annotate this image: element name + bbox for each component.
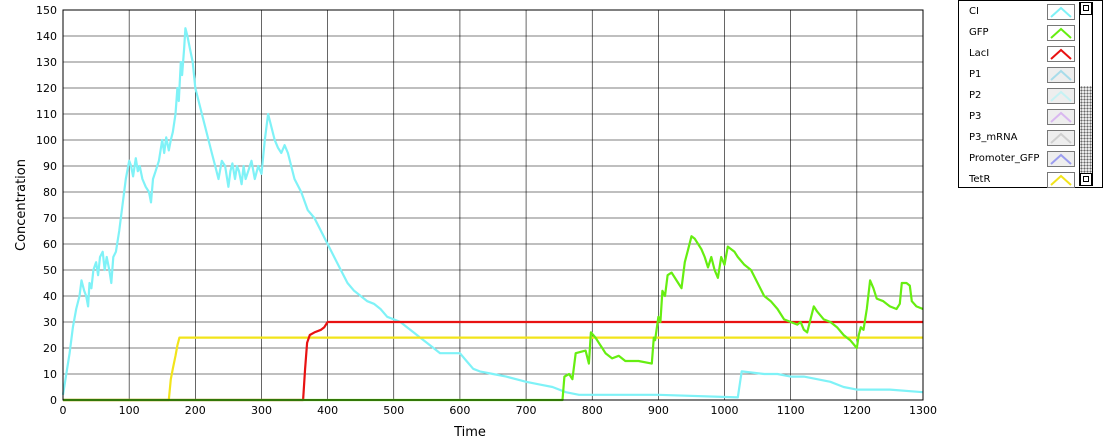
- x-tick-label: 1000: [711, 404, 739, 417]
- x-tick-label: 1100: [777, 404, 805, 417]
- scroll-thumb[interactable]: [1080, 86, 1092, 186]
- x-tick-label: 800: [582, 404, 603, 417]
- legend-swatch[interactable]: [1047, 130, 1075, 146]
- legend-label: LacI: [969, 48, 990, 59]
- x-tick-label: 700: [516, 404, 537, 417]
- legend-entry-tetr[interactable]: TetR: [959, 170, 1077, 192]
- y-tick-label: 130: [36, 56, 57, 69]
- y-tick-label: 110: [36, 108, 57, 121]
- x-tick-label: 300: [251, 404, 272, 417]
- x-tick-label: 0: [60, 404, 67, 417]
- y-tick-label: 10: [43, 368, 57, 381]
- x-tick-label: 200: [185, 404, 206, 417]
- legend-label: P3: [969, 111, 982, 122]
- scroll-down-button[interactable]: [1080, 173, 1092, 186]
- legend-swatch[interactable]: [1047, 67, 1075, 83]
- series-line-tetr: [63, 336, 923, 402]
- plot-area: [63, 10, 923, 400]
- legend-entry-promoter-gfp[interactable]: Promoter_GFP: [959, 149, 1077, 171]
- x-tick-label: 500: [383, 404, 404, 417]
- legend-label: P2: [969, 90, 982, 101]
- y-tick-label: 20: [43, 342, 57, 355]
- plot-border: [62, 9, 924, 401]
- y-tick-label: 50: [43, 264, 57, 277]
- x-tick-label: 900: [648, 404, 669, 417]
- legend-swatch[interactable]: [1047, 109, 1075, 125]
- legend-label: P1: [969, 69, 982, 80]
- x-tick-label: 1200: [843, 404, 871, 417]
- legend: CI GFP LacI P1 P2 P3 P3_mRNA Promoter_GFP TetR: [958, 0, 1103, 188]
- legend-label: Promoter_GFP: [969, 153, 1040, 164]
- legend-entry-p2[interactable]: P2: [959, 86, 1077, 108]
- legend-label: P3_mRNA: [969, 132, 1018, 143]
- y-tick-labels: 0 10 20 30 40 50 60 70 80 90 100 110 120 130 140 150: [36, 4, 57, 407]
- x-tick-label: 1300: [909, 404, 937, 417]
- scroll-track[interactable]: [1080, 16, 1092, 186]
- y-tick-label: 90: [43, 160, 57, 173]
- legend-label: TetR: [969, 174, 991, 185]
- y-tick-label: 70: [43, 212, 57, 225]
- x-tick-labels: 0 100 200 300 400 500 600 700 800 900 1000 1100 1200…: [60, 404, 938, 417]
- legend-swatch[interactable]: [1047, 151, 1075, 167]
- legend-entry-laci[interactable]: LacI: [959, 44, 1077, 66]
- series-layer: [61, 27, 924, 402]
- y-tick-label: 100: [36, 134, 57, 147]
- legend-label: CI: [969, 6, 979, 17]
- legend-swatch[interactable]: [1047, 25, 1075, 41]
- y-tick-label: 120: [36, 82, 57, 95]
- scroll-up-button[interactable]: [1080, 2, 1092, 15]
- y-tick-label: 150: [36, 4, 57, 17]
- y-tick-label: 140: [36, 30, 57, 43]
- y-axis-title: Concentration: [14, 159, 29, 251]
- x-tick-label: 100: [119, 404, 140, 417]
- x-axis-title: Time: [453, 425, 486, 440]
- y-tick-label: 80: [43, 186, 57, 199]
- legend-swatch[interactable]: [1047, 4, 1075, 20]
- y-tick-label: 30: [43, 316, 57, 329]
- legend-entry-p1[interactable]: P1: [959, 65, 1077, 87]
- legend-swatch[interactable]: [1047, 46, 1075, 62]
- legend-entry-p3[interactable]: P3: [959, 107, 1077, 129]
- series-line-laci: [63, 320, 923, 402]
- legend-entry-p3-mrna[interactable]: P3_mRNA: [959, 128, 1077, 150]
- legend-swatch[interactable]: [1047, 172, 1075, 188]
- legend-scrollbar[interactable]: [1079, 2, 1093, 186]
- series-line-gfp: [63, 235, 924, 402]
- x-tick-label: 600: [449, 404, 470, 417]
- x-tick-label: 400: [317, 404, 338, 417]
- y-tick-label: 60: [43, 238, 57, 251]
- y-tick-label: 40: [43, 290, 57, 303]
- series-line-ci: [61, 27, 924, 399]
- legend-label: GFP: [969, 27, 989, 38]
- line-chart: 0 100 200 300 400 500 600 700 800 900 1000 1100 1200…: [14, 4, 938, 440]
- y-tick-label: 0: [50, 394, 57, 407]
- legend-swatch[interactable]: [1047, 88, 1075, 104]
- legend-entry-ci[interactable]: CI: [959, 2, 1077, 24]
- legend-entry-gfp[interactable]: GFP: [959, 23, 1077, 45]
